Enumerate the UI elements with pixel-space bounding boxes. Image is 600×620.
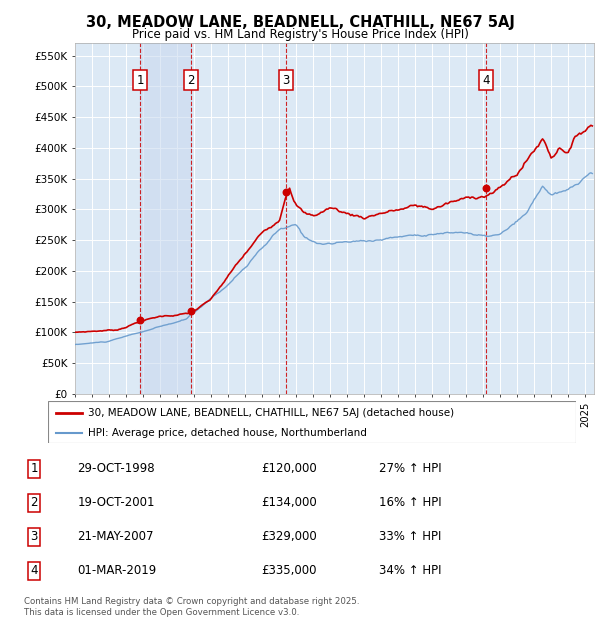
Text: 16% ↑ HPI: 16% ↑ HPI bbox=[379, 497, 442, 509]
Text: 3: 3 bbox=[282, 74, 290, 87]
Text: 33% ↑ HPI: 33% ↑ HPI bbox=[379, 530, 442, 543]
Text: 27% ↑ HPI: 27% ↑ HPI bbox=[379, 463, 442, 476]
Text: £134,000: £134,000 bbox=[261, 497, 317, 509]
Text: 2: 2 bbox=[187, 74, 194, 87]
Text: £329,000: £329,000 bbox=[261, 530, 317, 543]
Text: 29-OCT-1998: 29-OCT-1998 bbox=[77, 463, 155, 476]
Text: 1: 1 bbox=[136, 74, 144, 87]
Bar bbox=[140, 43, 191, 394]
Text: 4: 4 bbox=[31, 564, 38, 577]
Text: Price paid vs. HM Land Registry's House Price Index (HPI): Price paid vs. HM Land Registry's House … bbox=[131, 28, 469, 41]
Text: 19-OCT-2001: 19-OCT-2001 bbox=[77, 497, 155, 509]
Text: 4: 4 bbox=[482, 74, 490, 87]
Text: 2: 2 bbox=[31, 497, 38, 509]
Text: £335,000: £335,000 bbox=[261, 564, 316, 577]
Text: £120,000: £120,000 bbox=[261, 463, 317, 476]
Point bbox=[281, 187, 290, 197]
Point bbox=[136, 315, 145, 325]
Point bbox=[481, 183, 491, 193]
Text: 3: 3 bbox=[31, 530, 38, 543]
Text: 01-MAR-2019: 01-MAR-2019 bbox=[77, 564, 157, 577]
Text: HPI: Average price, detached house, Northumberland: HPI: Average price, detached house, Nort… bbox=[88, 428, 367, 438]
Text: 30, MEADOW LANE, BEADNELL, CHATHILL, NE67 5AJ (detached house): 30, MEADOW LANE, BEADNELL, CHATHILL, NE6… bbox=[88, 408, 454, 418]
Text: 21-MAY-2007: 21-MAY-2007 bbox=[77, 530, 154, 543]
Text: Contains HM Land Registry data © Crown copyright and database right 2025.
This d: Contains HM Land Registry data © Crown c… bbox=[24, 598, 359, 617]
FancyBboxPatch shape bbox=[48, 401, 576, 443]
Text: 1: 1 bbox=[31, 463, 38, 476]
Point bbox=[186, 306, 196, 316]
Text: 34% ↑ HPI: 34% ↑ HPI bbox=[379, 564, 442, 577]
Text: 30, MEADOW LANE, BEADNELL, CHATHILL, NE67 5AJ: 30, MEADOW LANE, BEADNELL, CHATHILL, NE6… bbox=[86, 16, 514, 30]
